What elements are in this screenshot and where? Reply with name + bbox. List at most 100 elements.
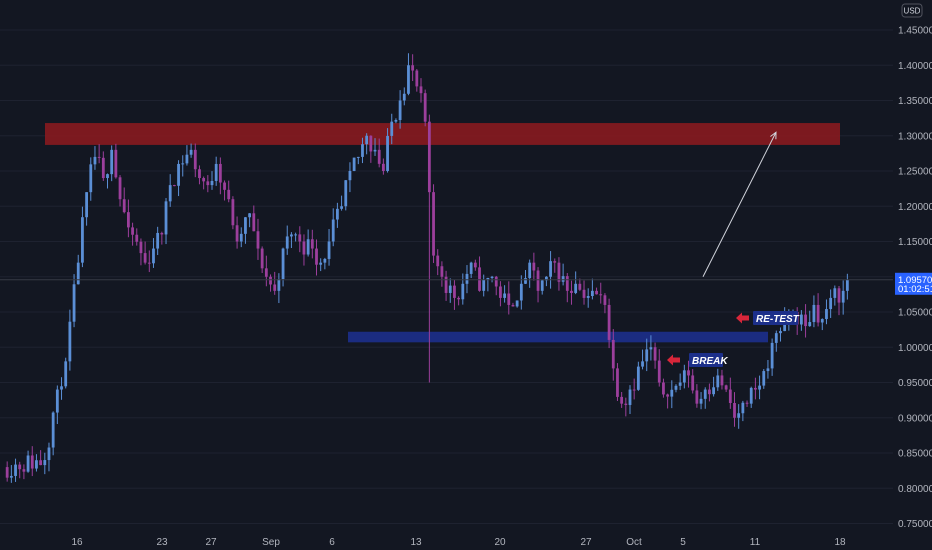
time-tick-label: 13 bbox=[410, 537, 422, 548]
currency-label: USD bbox=[904, 7, 921, 16]
candle-body bbox=[666, 394, 670, 397]
candle-body bbox=[561, 276, 565, 282]
candle-body bbox=[402, 93, 406, 101]
candle-body bbox=[273, 284, 277, 291]
candle-body bbox=[26, 455, 30, 472]
candle-body bbox=[473, 262, 477, 268]
candle-body bbox=[662, 382, 665, 395]
candle-body bbox=[390, 121, 394, 136]
candle-body bbox=[536, 270, 540, 291]
candles bbox=[5, 53, 849, 483]
candle-body bbox=[256, 231, 260, 249]
candle-body bbox=[76, 262, 80, 285]
candle-body bbox=[423, 93, 427, 122]
candle-body bbox=[816, 304, 820, 323]
candle-body bbox=[845, 279, 849, 291]
time-tick-label: Sep bbox=[262, 537, 280, 548]
time-axis[interactable]: 16 23 27 Sep 6 13 20 27 Oct 5 11 18 bbox=[71, 537, 846, 548]
time-tick-label: 20 bbox=[494, 537, 506, 548]
projection-line bbox=[702, 131, 777, 277]
candle-body bbox=[51, 412, 55, 448]
candle-body bbox=[808, 322, 812, 327]
candle-body bbox=[578, 283, 582, 290]
price-tick-label: 1.30000 bbox=[898, 131, 932, 142]
candle-body bbox=[147, 262, 151, 264]
price-tick-label: 1.20000 bbox=[898, 202, 932, 213]
candle-body bbox=[35, 460, 38, 469]
candle-body bbox=[264, 268, 268, 277]
candle-body bbox=[444, 276, 448, 293]
candle-body bbox=[812, 304, 816, 323]
candle-body bbox=[641, 361, 644, 367]
candle-body bbox=[749, 387, 753, 404]
last-price-badge bbox=[895, 272, 932, 295]
candle-body bbox=[503, 293, 506, 298]
candle-body bbox=[716, 375, 720, 388]
candle-body bbox=[586, 296, 590, 298]
candle-body bbox=[206, 181, 210, 186]
support-zone bbox=[348, 331, 768, 343]
candle-body bbox=[599, 294, 603, 296]
candle-body bbox=[47, 447, 51, 461]
candle-body bbox=[737, 413, 741, 418]
candle-body bbox=[770, 342, 774, 369]
candle-body bbox=[482, 279, 486, 291]
candle-body bbox=[745, 402, 749, 404]
candle-body bbox=[290, 234, 293, 237]
candle-body bbox=[515, 300, 519, 307]
candle-body bbox=[239, 233, 243, 242]
candle-body bbox=[352, 157, 356, 171]
red-arrow-shape bbox=[667, 354, 680, 366]
candle-body bbox=[549, 261, 552, 277]
candle-body bbox=[244, 217, 247, 234]
candle-body bbox=[574, 283, 578, 293]
candle-body bbox=[804, 314, 807, 327]
candle-body bbox=[227, 189, 231, 200]
candle-body bbox=[361, 144, 364, 157]
candle-body bbox=[348, 171, 352, 181]
candle-body bbox=[143, 253, 147, 263]
currency-badge[interactable] bbox=[901, 3, 923, 18]
time-tick-label: 11 bbox=[750, 537, 761, 548]
candle-body bbox=[223, 182, 226, 190]
candle-body bbox=[407, 65, 410, 94]
candle-body bbox=[156, 232, 160, 249]
retest-label-box bbox=[753, 311, 798, 325]
candle-body bbox=[189, 149, 193, 155]
candle-body bbox=[762, 371, 766, 386]
time-tick-label: 18 bbox=[834, 537, 846, 548]
candle-body bbox=[9, 475, 13, 478]
candle-body bbox=[557, 262, 561, 282]
price-tick-label: 1.40000 bbox=[898, 61, 932, 72]
candle-body bbox=[465, 273, 469, 284]
candle-body bbox=[432, 192, 435, 256]
candle-body bbox=[440, 266, 444, 277]
candle-body bbox=[319, 262, 323, 265]
candle-body bbox=[582, 289, 586, 298]
candle-body bbox=[448, 285, 452, 293]
candle-body bbox=[754, 387, 757, 390]
price-tick-label: 1.35000 bbox=[898, 96, 932, 107]
candle-body bbox=[687, 370, 690, 376]
candle-body bbox=[616, 368, 619, 397]
candle-body bbox=[315, 248, 318, 265]
candle-body bbox=[461, 283, 465, 300]
break-label-box bbox=[689, 353, 723, 367]
time-tick-label: 16 bbox=[71, 537, 83, 548]
candle-body bbox=[114, 149, 118, 178]
candle-body bbox=[511, 304, 515, 307]
candle-body bbox=[603, 295, 607, 305]
price-axis[interactable]: 1.45000 1.40000 1.35000 1.30000 1.25000 1.200… bbox=[898, 26, 932, 531]
candle-body bbox=[331, 219, 335, 242]
candle-body bbox=[829, 297, 833, 310]
candle-body bbox=[135, 234, 139, 242]
candle-body bbox=[457, 297, 461, 300]
candle-body bbox=[164, 201, 168, 235]
candle-body bbox=[678, 382, 682, 386]
candle-body bbox=[532, 262, 536, 271]
candle-body bbox=[298, 234, 302, 242]
candle-body bbox=[766, 368, 770, 372]
candle-body bbox=[214, 163, 218, 181]
candle-body bbox=[55, 389, 59, 413]
